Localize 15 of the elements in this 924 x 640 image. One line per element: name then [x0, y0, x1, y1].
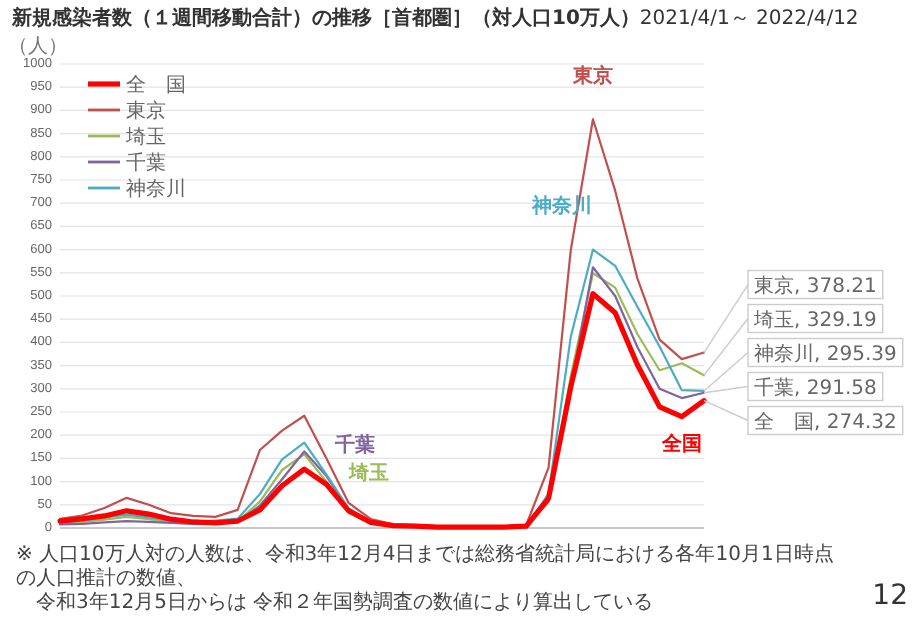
- annotation: 全国: [659, 432, 702, 457]
- legend-label: 東京: [126, 99, 166, 123]
- text: 令和3年12月5日からは 令和２年国勢調査の数値により算出している: [34, 592, 656, 616]
- annotation: 東京: [570, 63, 613, 88]
- legend-label: 全 国: [126, 73, 186, 97]
- annotation: 千葉: [333, 432, 376, 457]
- text: 2021/4/1～ 2022/4/12: [639, 8, 859, 30]
- legend-label: 千葉: [126, 151, 166, 175]
- chart-title: 新規感染者数（１週間移動合計）の推移［首都圏］（対人口10万人）: [12, 8, 640, 30]
- legend-label: 神奈川: [126, 177, 186, 201]
- text: ※ 人口10万人対の人数は、令和3年12月4日までは総務省統計局における各年10月1日時点の人口推計の数値、: [16, 544, 836, 591]
- legend-label: 埼玉: [124, 125, 166, 149]
- annotation: 埼玉: [346, 460, 389, 485]
- y-axis-title: （人）: [8, 36, 68, 58]
- text: 12: [872, 580, 908, 612]
